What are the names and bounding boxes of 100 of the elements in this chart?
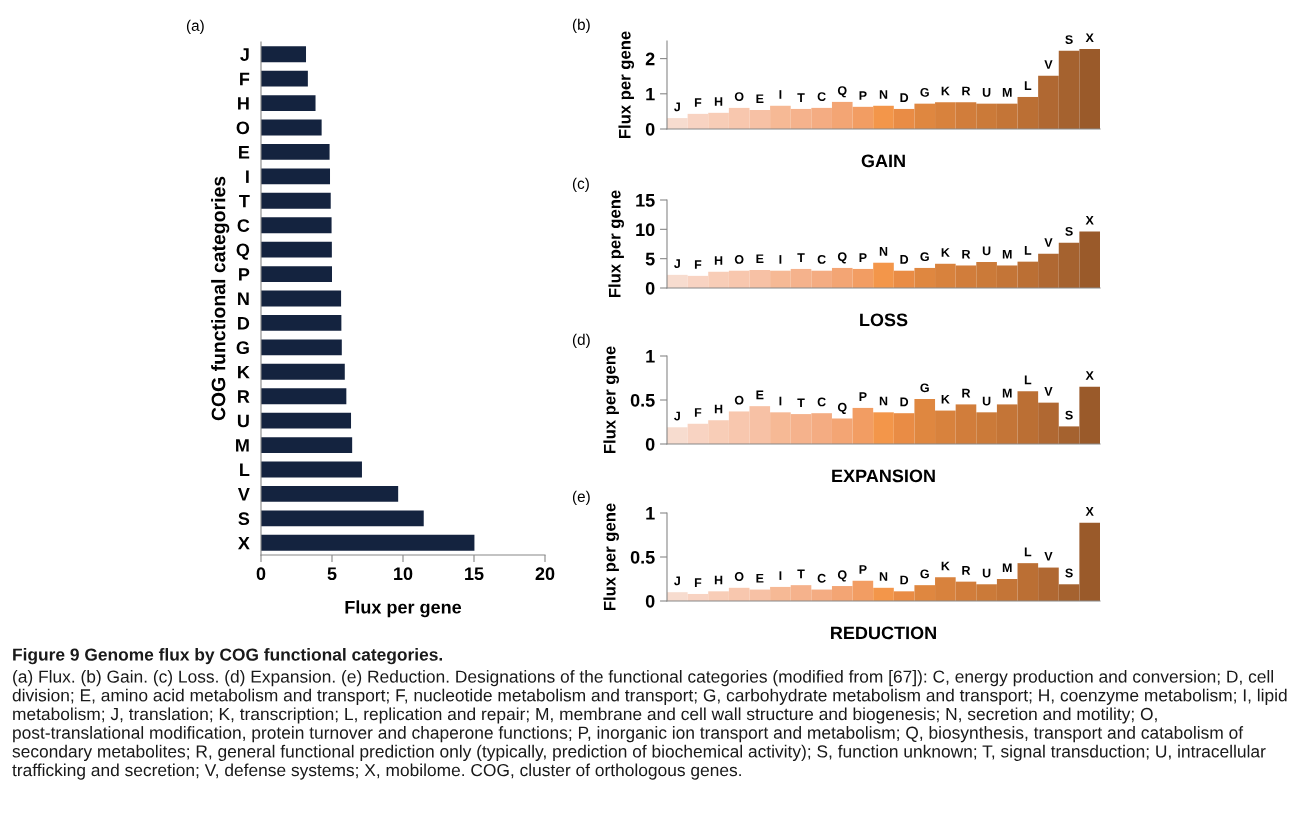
x-tick-label: K <box>941 561 950 571</box>
bar <box>831 267 853 288</box>
x-tick-label: K <box>941 86 950 96</box>
x-tick-label: C <box>817 397 826 407</box>
x-tick-label: U <box>982 396 991 406</box>
bar <box>261 168 331 185</box>
x-tick-label: O <box>734 254 744 264</box>
x-tick-label: U <box>982 88 991 97</box>
x-tick-label: H <box>714 256 723 265</box>
x-tick-label: C <box>817 573 826 583</box>
x-tick-label: Q <box>837 402 847 414</box>
bar <box>667 427 688 444</box>
x-tick-label: G <box>920 87 929 97</box>
y-tick-label: J <box>240 48 249 61</box>
x-tick-label: R <box>962 86 971 96</box>
x-tick-label: U <box>982 568 991 578</box>
x-tick-label: R <box>962 566 971 575</box>
x-tick-label: S <box>1065 568 1073 578</box>
x-axis-title: GAIN <box>861 154 905 168</box>
bar <box>261 363 345 380</box>
bar <box>261 143 330 160</box>
y-tick-label: 0 <box>645 437 655 451</box>
x-tick-label: F <box>694 408 702 417</box>
y-tick-label: 15 <box>636 194 655 207</box>
x-tick-label: M <box>1002 388 1012 398</box>
x-tick-label: P <box>859 392 867 401</box>
x-tick-label: O <box>734 572 744 581</box>
x-tick-label: G <box>920 569 929 579</box>
x-tick-label: E <box>756 94 764 103</box>
x-tick-label: J <box>674 259 680 268</box>
x-tick-label: I <box>779 90 782 99</box>
x-tick-label: D <box>900 575 909 585</box>
y-tick-label: 0.5 <box>630 393 655 407</box>
x-tick-label: I <box>779 396 782 406</box>
x-tick-label: F <box>694 98 702 107</box>
chart-title: (c) <box>572 177 589 192</box>
y-axis-title: COG functional categories <box>211 176 230 421</box>
bar <box>261 217 332 234</box>
x-tick-label: 15 <box>465 567 484 581</box>
y-axis-title: Flux per gene <box>618 31 635 139</box>
x-tick-label: P <box>859 91 867 100</box>
x-tick-label: 10 <box>394 567 413 581</box>
y-tick-label: G <box>236 341 249 355</box>
y-tick-label: I <box>246 170 249 183</box>
x-tick-label: M <box>1002 88 1012 97</box>
y-tick-label: M <box>236 439 249 452</box>
bar <box>261 437 353 454</box>
y-axis-title: Flux per gene <box>603 503 619 611</box>
y-axis-title: Flux per gene <box>608 190 624 298</box>
y-tick-label: L <box>240 463 250 477</box>
x-tick-label: N <box>879 247 888 256</box>
bar <box>831 586 853 601</box>
bar <box>852 407 874 444</box>
x-tick-label: E <box>756 254 764 263</box>
x-tick-label: T <box>797 398 805 408</box>
x-tick-label: D <box>900 255 909 264</box>
chart-title: (d) <box>572 333 590 348</box>
x-tick-label: E <box>756 390 764 400</box>
x-tick-label: U <box>982 246 991 256</box>
y-tick-label: 0 <box>645 594 655 608</box>
y-tick-label: 2 <box>645 52 655 66</box>
y-tick-label: S <box>238 512 250 526</box>
x-tick-label: G <box>920 252 929 262</box>
y-tick-label: 0.5 <box>630 550 655 564</box>
x-tick-label: N <box>879 396 888 406</box>
x-tick-label: R <box>962 388 971 398</box>
chart-title: (b) <box>572 18 590 33</box>
y-tick-label: 1 <box>646 507 655 520</box>
chart-title: (e) <box>572 490 590 505</box>
y-tick-label: V <box>237 488 250 501</box>
y-tick-label: F <box>240 72 250 86</box>
bar <box>261 412 352 429</box>
x-tick-label: Q <box>837 86 847 98</box>
bar <box>261 119 322 136</box>
bar <box>831 101 853 129</box>
x-tick-label: J <box>674 411 680 421</box>
bar <box>261 314 342 331</box>
caption: Figure 9 Genome flux by COG functional categories. <box>13 648 443 665</box>
x-tick-label: T <box>797 569 805 579</box>
x-tick-label: L <box>1024 81 1032 90</box>
bar <box>261 266 332 283</box>
y-tick-label: X <box>238 536 250 550</box>
x-tick-label: L <box>1024 246 1032 255</box>
x-tick-label: I <box>779 255 782 264</box>
x-tick-label: N <box>879 572 888 581</box>
text: (a) Flux. (b) Gain. (c) Loss. (d) Expansion. (e) Reduction. Designations of the functional categories (modified from [67]): C, energy production and conversion; D, cell division; E, amino acid metabolism and transport; F, nucleotide metabolism and transport; G, carbohydrate metabolism and transport; H, coenzyme metabolism; I, lipid metabolism; J, translation; K, transcription; L, replication and repair; M, membrane and cell wall structure and biogenesis; N, secretion and motility; O, post-translational modification, protein turnover and chaperone functions; P, inorganic ion transport and metabolism; Q, biosynthesis, transport and catabolism of secondary metabolites; R, general functional prediction only (typically, prediction of biochemical activity); S, function unknown; T, signal transduction; U, intracellular trafficking and secretion; V, defense systems; X, mobilome. COG, cluster of orthologous genes. <box>12 670 1287 780</box>
x-axis-title: EXPANSION <box>832 469 935 483</box>
x-tick-label: O <box>734 92 744 102</box>
y-axis-title: Flux per gene <box>603 346 619 454</box>
x-tick-label: G <box>920 383 929 393</box>
bar <box>261 46 307 63</box>
bar <box>852 268 874 288</box>
x-tick-label: H <box>714 97 723 106</box>
x-tick-label: E <box>756 573 764 583</box>
x-tick-label: C <box>817 92 826 102</box>
bar <box>261 339 342 356</box>
x-axis-title: REDUCTION <box>831 626 936 640</box>
bar <box>261 192 331 209</box>
x-tick-label: V <box>1044 387 1053 396</box>
x-tick-label: J <box>674 102 680 112</box>
